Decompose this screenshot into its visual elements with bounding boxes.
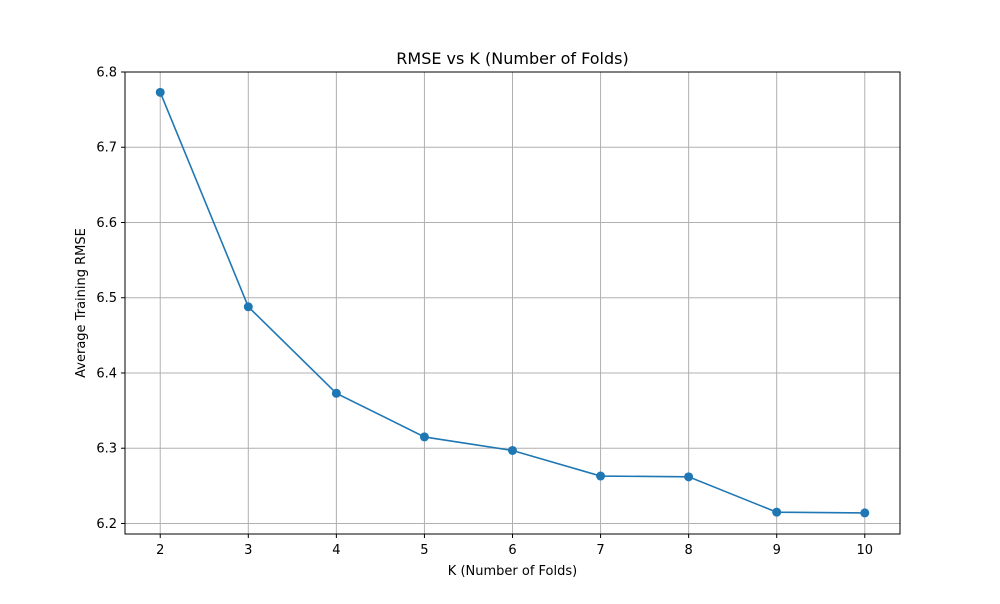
axis-ticks: 2 3 4 5 6 7 8 9 10 6.2 6.3 6.4 6.5 6.6 6.7 6.8 (96, 66, 873, 559)
x-tick-label: 4 (332, 543, 340, 558)
y-tick-label: 6.6 (96, 216, 117, 231)
x-tick-label: 9 (773, 543, 781, 558)
x-tick-label: 6 (508, 543, 516, 558)
x-tick-label: 8 (684, 543, 692, 558)
x-tick-label: 10 (856, 543, 873, 558)
x-tick-label: 7 (596, 543, 604, 558)
data-point (243, 302, 253, 312)
y-tick-label: 6.5 (96, 291, 117, 306)
y-tick-label: 6.4 (96, 366, 117, 381)
y-axis-label: Average Training RMSE (74, 228, 89, 378)
data-point (155, 87, 165, 97)
grid-lines (125, 71, 900, 534)
data-point (860, 508, 870, 518)
data-point (331, 388, 341, 398)
data-point (772, 507, 782, 517)
data-point (684, 472, 694, 482)
data-point (596, 471, 606, 481)
series-layer (155, 87, 870, 518)
y-tick-label: 6.2 (96, 517, 117, 532)
y-tick-label: 6.8 (96, 66, 117, 81)
chart-title: RMSE vs K (Number of Folds) (396, 49, 628, 68)
x-tick-label: 2 (156, 543, 164, 558)
y-tick-label: 6.7 (96, 141, 117, 156)
x-tick-label: 3 (244, 543, 252, 558)
data-point (508, 445, 517, 455)
x-axis-label: K (Number of Folds) (448, 564, 577, 579)
data-point (419, 432, 429, 442)
x-tick-label: 5 (420, 543, 428, 558)
y-tick-label: 6.3 (96, 442, 117, 457)
